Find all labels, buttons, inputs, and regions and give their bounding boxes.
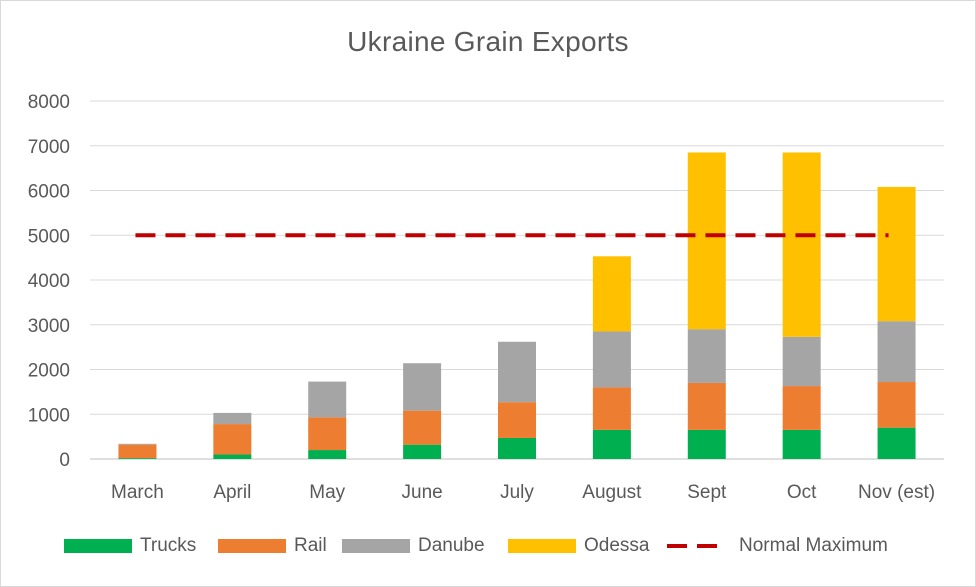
bar-trucks-3: [403, 444, 442, 459]
y-tick-label: 0: [59, 450, 70, 471]
legend-item-rail: Rail: [218, 532, 327, 560]
bar-danube-2: [308, 381, 347, 418]
legend-swatch-danube: [342, 539, 410, 553]
legend-item-trucks: Trucks: [64, 532, 196, 560]
legend-swatch-normal-maximum: [667, 544, 717, 548]
legend-item-odessa: Odessa: [508, 532, 649, 560]
y-tick-label: 1000: [28, 405, 70, 426]
y-tick-label: 5000: [28, 226, 70, 247]
bar-trucks-2: [308, 450, 347, 459]
legend-swatch-odessa: [508, 539, 576, 553]
bar-danube-1: [213, 412, 252, 425]
x-tick-label: Nov (est): [858, 482, 935, 503]
x-tick-label: Sept: [687, 482, 727, 503]
bar-danube-5: [592, 331, 631, 388]
bar-trucks-8: [877, 427, 916, 459]
bar-rail-5: [592, 387, 631, 430]
bar-trucks-0: [118, 458, 157, 459]
bar-danube-0: [118, 443, 157, 445]
y-tick-label: 7000: [28, 137, 70, 158]
bar-rail-2: [308, 417, 347, 451]
bar-danube-7: [782, 336, 821, 387]
bar-rail-4: [498, 402, 536, 438]
bar-odessa-7: [782, 152, 821, 337]
y-tick-label: 4000: [28, 271, 70, 292]
bar-rail-8: [877, 382, 916, 428]
legend-label-odessa: Odessa: [584, 535, 650, 556]
bar-rail-6: [687, 382, 726, 430]
y-axis-labels: 0 1000 2000 3000 4000 5000 6000 7000 8000: [28, 92, 70, 471]
bar-rail-7: [782, 386, 821, 430]
x-tick-label: June: [402, 482, 443, 503]
x-tick-label: May: [309, 482, 345, 503]
bar-rail-3: [403, 410, 442, 445]
y-tick-label: 2000: [28, 361, 70, 382]
legend-swatch-rail: [218, 539, 286, 553]
bar-rail-0: [118, 444, 157, 459]
x-tick-label: August: [582, 482, 642, 503]
bar-trucks-7: [782, 429, 821, 459]
x-tick-label: March: [111, 482, 164, 503]
bar-danube-3: [403, 363, 442, 411]
legend-label-trucks: Trucks: [140, 535, 197, 556]
x-tick-label: April: [213, 482, 251, 503]
legend: Trucks Rail Danube Odessa Normal Maximum: [0, 532, 976, 560]
x-axis-labels: March April May June July August Sept Oct Nov (e…: [111, 482, 935, 503]
y-tick-label: 8000: [28, 92, 70, 113]
legend-label-normal-maximum: Normal Maximum: [739, 535, 888, 556]
bar-odessa-8: [877, 186, 916, 322]
bar-danube-6: [687, 329, 726, 383]
legend-item-danube: Danube: [342, 532, 485, 560]
bar-rail-1: [213, 424, 252, 455]
bar-trucks-6: [687, 429, 726, 459]
y-tick-label: 3000: [28, 316, 70, 337]
bar-trucks-5: [592, 429, 631, 459]
bar-danube-8: [877, 321, 916, 383]
chart-title: Ukraine Grain Exports: [347, 26, 629, 57]
bar-odessa-5: [592, 256, 631, 332]
bar-trucks-4: [498, 437, 536, 459]
y-tick-label: 6000: [28, 182, 70, 203]
legend-label-rail: Rail: [294, 535, 327, 556]
bars: [118, 152, 916, 459]
legend-label-danube: Danube: [418, 535, 485, 556]
x-tick-label: Oct: [787, 482, 817, 503]
legend-item-normal-maximum: Normal Maximum: [667, 532, 888, 560]
legend-swatch-trucks: [64, 539, 132, 553]
bar-danube-4: [498, 341, 536, 403]
x-tick-label: July: [500, 482, 534, 503]
bar-trucks-1: [213, 454, 252, 459]
bar-odessa-6: [687, 152, 726, 330]
